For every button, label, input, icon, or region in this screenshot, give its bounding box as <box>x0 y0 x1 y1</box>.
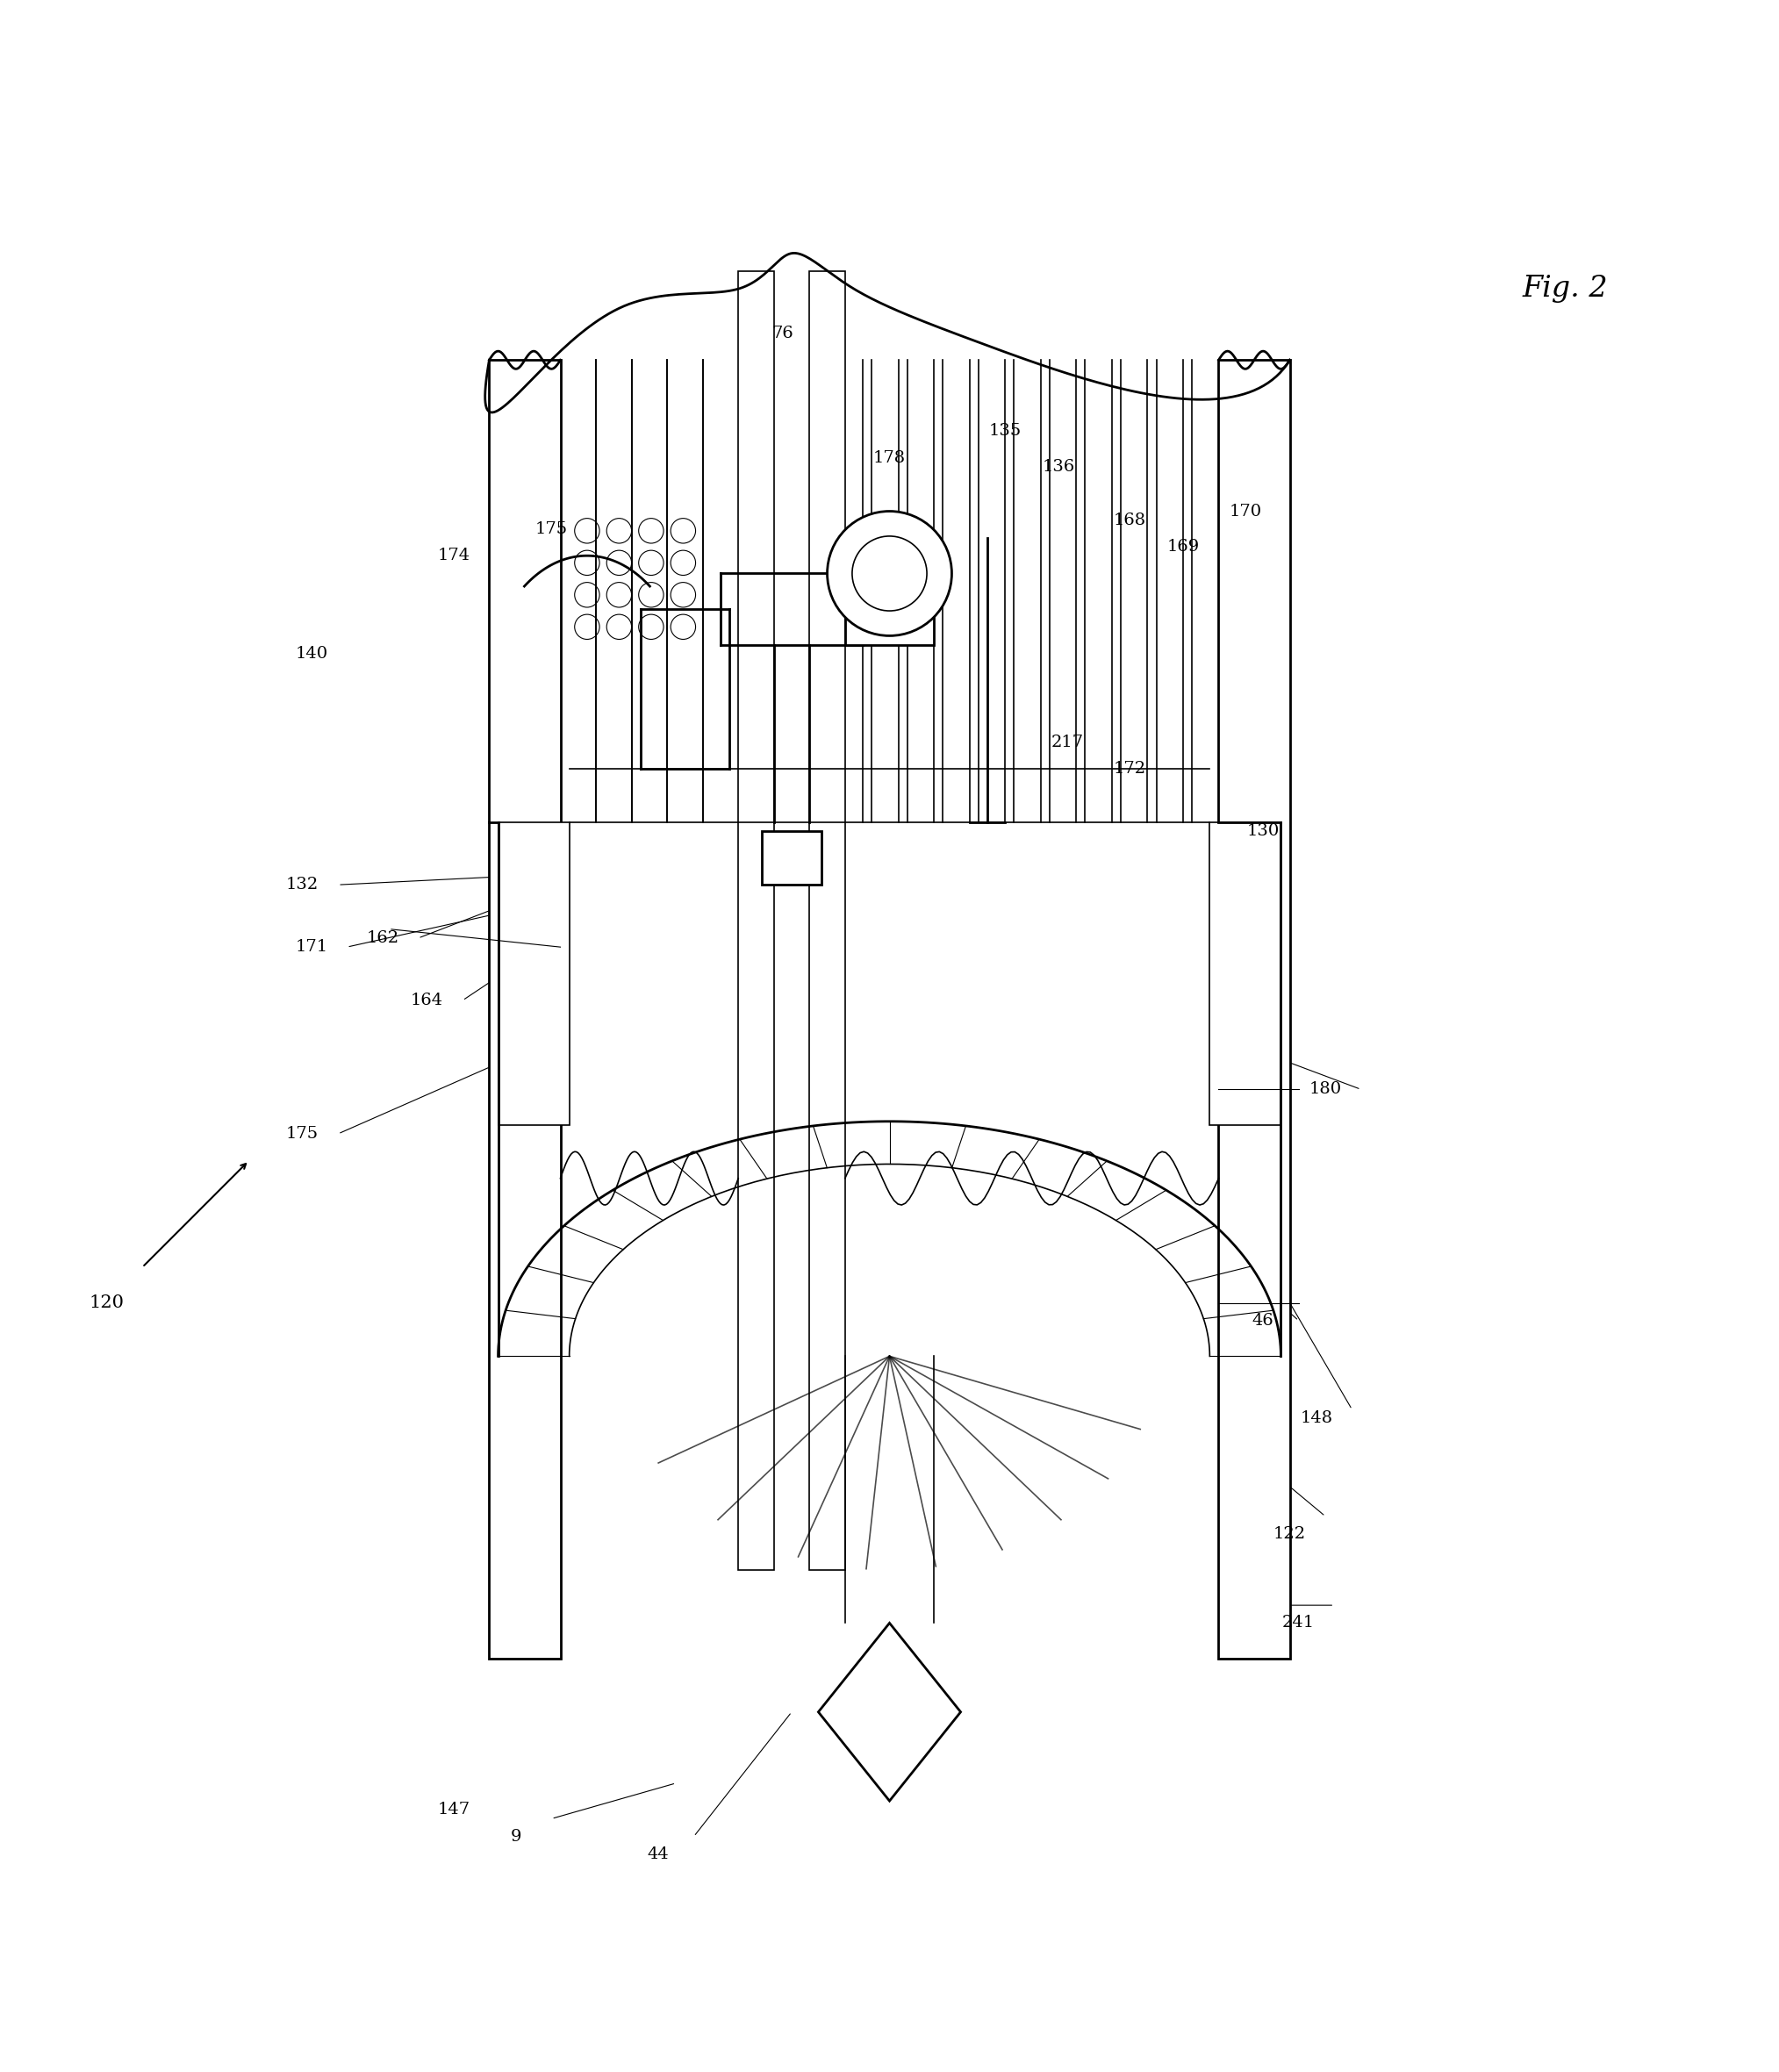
Polygon shape <box>498 823 569 1125</box>
Text: 136: 136 <box>1042 458 1075 474</box>
Circle shape <box>827 512 952 636</box>
Text: 122: 122 <box>1274 1527 1306 1542</box>
Text: 175: 175 <box>286 1125 318 1142</box>
Text: 172: 172 <box>1114 760 1146 777</box>
Text: 9: 9 <box>511 1830 521 1844</box>
Text: 171: 171 <box>295 939 327 955</box>
Text: 241: 241 <box>1283 1616 1315 1631</box>
Text: 169: 169 <box>1167 539 1199 555</box>
Polygon shape <box>489 361 560 1658</box>
Text: 148: 148 <box>1300 1411 1332 1426</box>
Text: 135: 135 <box>989 423 1021 439</box>
Text: 46: 46 <box>1252 1314 1274 1328</box>
Text: 132: 132 <box>286 876 318 893</box>
Text: 174: 174 <box>438 547 470 564</box>
Text: Fig. 2: Fig. 2 <box>1523 276 1608 303</box>
Text: 164: 164 <box>411 992 443 1009</box>
Text: 130: 130 <box>1247 823 1279 839</box>
Text: 175: 175 <box>535 522 568 537</box>
Text: 170: 170 <box>1229 503 1261 520</box>
Text: 168: 168 <box>1114 512 1146 528</box>
Text: 76: 76 <box>772 325 793 342</box>
Text: 44: 44 <box>648 1846 669 1863</box>
Text: 180: 180 <box>1309 1082 1341 1098</box>
Text: 140: 140 <box>295 646 327 661</box>
Text: 147: 147 <box>438 1803 470 1817</box>
Bar <box>845 591 934 644</box>
Text: 120: 120 <box>89 1295 125 1312</box>
Polygon shape <box>1210 823 1281 1125</box>
Polygon shape <box>809 271 845 1571</box>
Text: 178: 178 <box>873 450 906 466</box>
Text: 162: 162 <box>366 930 398 947</box>
Polygon shape <box>1219 361 1290 1658</box>
Bar <box>761 831 822 885</box>
Polygon shape <box>738 271 774 1571</box>
Text: 217: 217 <box>1051 736 1083 750</box>
